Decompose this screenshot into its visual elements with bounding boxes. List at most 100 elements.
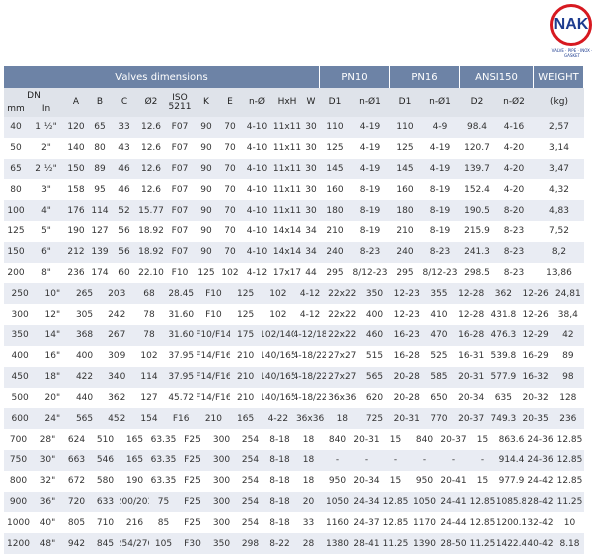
table-cell: 4-10 bbox=[246, 247, 268, 258]
table-cell: 4-9 bbox=[432, 122, 448, 133]
table-cell: 12-26 bbox=[522, 288, 549, 299]
table-cell: 12-28 bbox=[458, 309, 485, 320]
table-cell: 12.85 bbox=[556, 476, 583, 487]
table-cell: 914.4 bbox=[498, 455, 525, 466]
table-cell: 70 bbox=[224, 226, 236, 237]
table-cell: 4-10 bbox=[246, 205, 268, 216]
table-cell: 422 bbox=[75, 372, 94, 383]
table-cell: 400 bbox=[365, 309, 384, 320]
table-cell: 30 bbox=[305, 143, 317, 154]
table-cell: 28-42 bbox=[527, 496, 554, 507]
table-cell: 12-28 bbox=[458, 288, 485, 299]
table-cell: 158 bbox=[67, 184, 85, 195]
table-row: 100 4" 176 114 52 15.77 F07 90 70 4-10 11x11 30 180 8… bbox=[4, 200, 584, 222]
table-cell: F25 bbox=[184, 517, 201, 528]
table-cell: 140/165 bbox=[261, 372, 294, 383]
table-cell: 476.3 bbox=[490, 330, 517, 341]
table-row: 350 14" 368 267 78 31.60 F10/F14 175 102/140 4-12… bbox=[4, 325, 584, 346]
table-cell: 12" bbox=[44, 309, 61, 320]
table-cell: 125 bbox=[326, 143, 344, 154]
table-cell: 12.85 bbox=[556, 434, 583, 445]
table-cell: 15 bbox=[389, 434, 402, 445]
table-cell: 633 bbox=[96, 496, 115, 507]
table-cell: F07 bbox=[171, 247, 189, 258]
table-cell: 565 bbox=[75, 413, 94, 424]
table-cell: 28.45 bbox=[168, 288, 195, 299]
table-cell: 14x14 bbox=[272, 226, 302, 237]
table-cell: 4-10 bbox=[246, 164, 268, 174]
table-cell: 30" bbox=[39, 455, 56, 466]
table-cell: 4-16 bbox=[503, 122, 525, 133]
table-cell: 215.9 bbox=[464, 226, 490, 237]
table-cell: 90 bbox=[200, 205, 212, 216]
table-cell: 3,47 bbox=[548, 164, 570, 174]
table-cell: 4-19 bbox=[429, 164, 451, 174]
table-cell: 1160 bbox=[326, 517, 349, 528]
table-cell: 90 bbox=[200, 226, 212, 237]
table-cell: 128 bbox=[559, 392, 577, 403]
column-header: D1 bbox=[398, 97, 412, 107]
table-cell: F10 bbox=[171, 268, 189, 279]
table-cell: 4-20 bbox=[503, 143, 525, 154]
table-cell: 8/12-23 bbox=[352, 268, 388, 279]
table-cell: 8-19 bbox=[429, 184, 451, 195]
table-cell: 52 bbox=[118, 205, 130, 216]
table-cell: 4-19 bbox=[359, 164, 381, 174]
table-cell: 165 bbox=[125, 434, 144, 445]
table-row: 40 1 ½" 120 65 33 12.6 F07 90 70 4-10 11x11 30 110 4-… bbox=[4, 117, 584, 138]
column-header: n-Ø1 bbox=[359, 97, 381, 107]
table-cell: 1170 bbox=[413, 517, 436, 528]
table-cell: 3,14 bbox=[548, 143, 570, 154]
table-cell: 265 bbox=[75, 288, 94, 299]
table-cell: 8,2 bbox=[551, 247, 567, 258]
table-cell: 11.25 bbox=[382, 538, 409, 549]
table-cell: 90 bbox=[200, 247, 212, 258]
table-cell: 12.85 bbox=[469, 496, 496, 507]
table-cell: 175 bbox=[237, 330, 255, 341]
table-cell: 16" bbox=[44, 351, 61, 362]
table-cell: 24,81 bbox=[554, 288, 581, 299]
table-cell: 11x11 bbox=[272, 143, 302, 154]
logo-subtitle: VALVE · PIPE · INOX · GASKET bbox=[551, 48, 593, 58]
table-cell: 4-10 bbox=[246, 184, 268, 195]
table-cell: F25 bbox=[184, 476, 201, 487]
table-cell: 4-19 bbox=[359, 143, 381, 154]
table-cell: 14" bbox=[44, 330, 61, 341]
dn-header: DN bbox=[27, 91, 41, 101]
table-cell: 1050 bbox=[413, 496, 436, 507]
table-cell: 200/203 bbox=[120, 496, 149, 507]
table-cell: 8-19 bbox=[359, 184, 381, 195]
table-cell: 22x22 bbox=[328, 330, 357, 341]
table-cell: 174 bbox=[91, 268, 109, 279]
table-cell: 295 bbox=[326, 268, 344, 279]
table-cell: 580 bbox=[96, 476, 115, 487]
table-cell: 650 bbox=[430, 392, 448, 403]
table-cell: 4-12 bbox=[246, 268, 268, 279]
table-cell: 355 bbox=[430, 288, 448, 299]
column-header: Ø2 bbox=[144, 97, 158, 107]
table-row: 65 2 ½" 150 89 46 12.6 F07 90 70 4-10 11x11 30 145 4-… bbox=[4, 158, 584, 180]
table-cell: 24-37 bbox=[353, 517, 380, 528]
table-cell: - bbox=[393, 455, 398, 466]
table-cell: 100 bbox=[7, 205, 25, 216]
table-row: 250 10" 265 203 68 28.45 F10 125 102 4-12 22x22 350… bbox=[4, 283, 584, 305]
table-cell: 140/165 bbox=[261, 351, 294, 362]
table-cell: F14/F16 bbox=[197, 392, 230, 403]
table-cell: 12-26 bbox=[522, 309, 549, 320]
table-cell: 212 bbox=[67, 247, 85, 258]
table-cell: 20-35 bbox=[522, 413, 549, 424]
logo-text: NAK bbox=[553, 16, 589, 33]
table-cell: 22.10 bbox=[138, 268, 164, 279]
table-cell: 1 ½" bbox=[35, 122, 57, 133]
table-cell: 840 bbox=[415, 434, 434, 445]
table-cell: 300 bbox=[212, 476, 231, 487]
table-cell: 24-34 bbox=[353, 496, 380, 507]
table-cell: 20-28 bbox=[393, 392, 420, 403]
table-cell: 18.92 bbox=[138, 247, 164, 258]
table-cell: 240 bbox=[326, 247, 344, 258]
table-cell: 4-10 bbox=[246, 226, 268, 237]
column-header: A bbox=[72, 97, 80, 107]
table-cell: 46 bbox=[118, 184, 130, 195]
table-cell: 12.85 bbox=[382, 496, 409, 507]
table-cell: 36" bbox=[39, 496, 56, 507]
